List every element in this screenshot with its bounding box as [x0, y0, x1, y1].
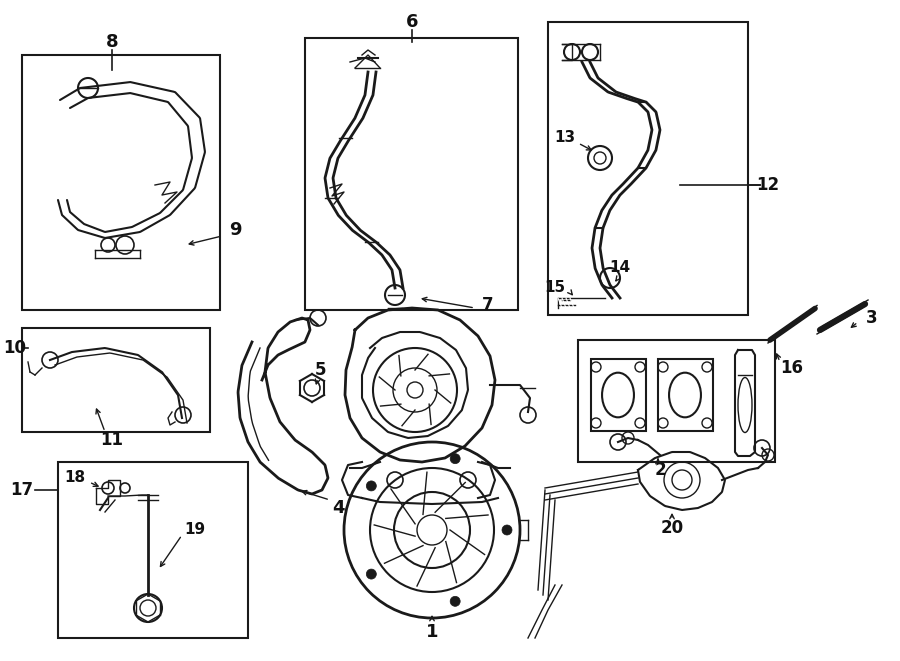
Text: 7: 7 [482, 296, 494, 314]
Text: 10: 10 [4, 339, 26, 357]
Text: 19: 19 [184, 522, 205, 537]
Text: 15: 15 [544, 280, 565, 295]
Text: 16: 16 [780, 359, 804, 377]
Text: 3: 3 [866, 309, 878, 327]
Text: 8: 8 [105, 33, 118, 51]
Bar [22, 55, 220, 310]
Text: 20: 20 [661, 519, 684, 537]
Bar [578, 340, 775, 462]
Bar [548, 22, 748, 315]
Text: 18: 18 [65, 471, 86, 485]
Text: 1: 1 [426, 623, 438, 641]
Circle shape [450, 596, 460, 606]
Circle shape [366, 569, 376, 579]
Text: 9: 9 [229, 221, 241, 239]
Text: 2: 2 [654, 461, 666, 479]
Text: 4: 4 [332, 499, 344, 517]
Bar [22, 328, 210, 432]
Text: 12: 12 [756, 176, 779, 194]
Circle shape [450, 453, 460, 463]
Circle shape [502, 525, 512, 535]
Text: 11: 11 [101, 431, 123, 449]
Bar [58, 462, 248, 638]
Circle shape [366, 481, 376, 491]
Text: 5: 5 [314, 361, 326, 379]
Bar [591, 359, 646, 431]
Text: 6: 6 [406, 13, 419, 31]
Text: 13: 13 [554, 130, 576, 145]
Text: 14: 14 [609, 260, 631, 276]
Text: 17: 17 [11, 481, 33, 499]
Bar [305, 38, 518, 310]
Bar [658, 359, 713, 431]
